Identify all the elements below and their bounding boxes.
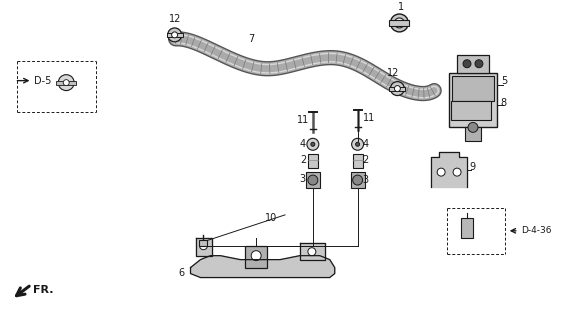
Text: 11: 11 [297,116,309,125]
Text: 7: 7 [248,34,254,44]
Bar [451,100,491,120]
Circle shape [307,138,319,150]
Text: 4: 4 [300,139,306,149]
Bar [351,172,364,188]
Circle shape [63,80,69,86]
Text: 8: 8 [501,98,507,108]
Text: 2: 2 [300,155,306,165]
Circle shape [453,168,461,176]
Text: D-5: D-5 [34,76,52,86]
Polygon shape [300,243,325,260]
Text: 3: 3 [299,174,305,184]
Text: 3: 3 [363,175,369,185]
Circle shape [311,142,315,146]
Text: 6: 6 [179,268,185,277]
Text: 2: 2 [363,155,369,165]
Text: 11: 11 [363,113,375,124]
Circle shape [59,75,74,91]
Circle shape [352,175,363,185]
Text: FR.: FR. [33,285,54,295]
Circle shape [200,242,207,250]
Text: 10: 10 [265,213,277,223]
Circle shape [390,14,408,32]
Circle shape [356,142,359,146]
Text: 4: 4 [363,139,369,149]
Polygon shape [431,152,467,187]
Bar [452,76,494,100]
Bar [306,172,320,188]
Bar [449,73,497,127]
Bar [56,81,76,84]
Circle shape [394,18,404,28]
Bar [389,87,405,91]
Circle shape [308,175,318,185]
Circle shape [468,123,478,132]
Text: D-4-36: D-4-36 [521,226,551,235]
Text: 1: 1 [398,2,405,12]
Polygon shape [191,256,335,277]
Circle shape [308,248,316,256]
Bar [166,33,183,37]
Circle shape [251,251,261,260]
Bar [200,240,207,246]
Bar [461,218,473,238]
Circle shape [475,60,483,68]
Bar [457,55,489,73]
Bar [308,154,318,168]
Circle shape [463,60,471,68]
Text: 12: 12 [169,14,181,24]
Bar [352,154,363,168]
Circle shape [168,28,181,42]
Bar [465,127,481,141]
Text: 12: 12 [387,68,400,78]
Circle shape [352,138,363,150]
Circle shape [437,168,445,176]
Bar [245,246,267,268]
Circle shape [390,82,404,96]
Text: 5: 5 [501,76,507,86]
Circle shape [394,86,401,92]
Text: 9: 9 [469,162,475,172]
Bar [389,20,409,26]
Polygon shape [196,238,212,256]
Circle shape [172,32,177,38]
